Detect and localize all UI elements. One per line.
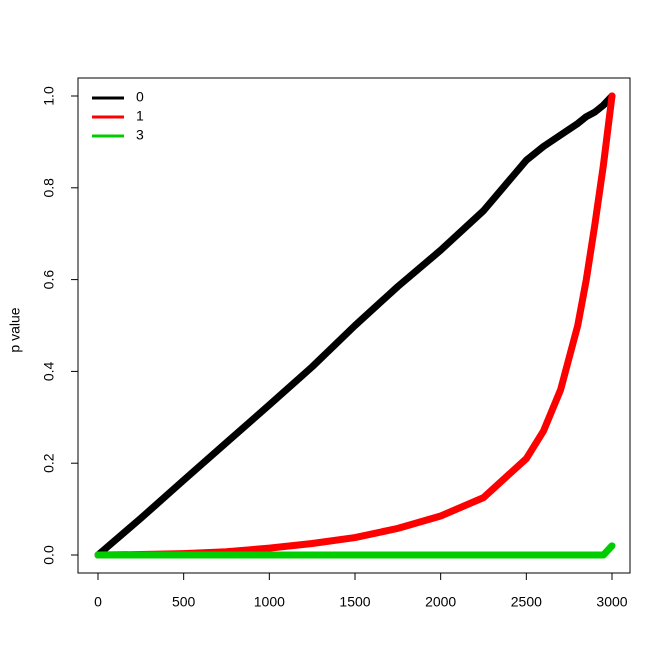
y-tick-label: 0.8 [41,178,57,198]
y-tick-label: 0.4 [41,361,57,381]
series-line [94,92,616,559]
y-axis-label: p value [7,307,23,352]
x-tick-label: 1500 [339,594,370,610]
x-tick-label: 3000 [596,594,627,610]
y-tick-label: 0.2 [41,453,57,473]
series-line [94,542,616,559]
x-tick-label: 500 [172,594,196,610]
y-tick-label: 0.6 [41,270,57,290]
y-tick-label: 0.0 [41,545,57,565]
y-tick-label: 1.0 [41,86,57,106]
x-tick-label: 1000 [254,594,285,610]
x-tick-label: 2500 [511,594,542,610]
legend-label: 0 [136,89,144,105]
legend-label: 1 [136,108,144,124]
x-tick-label: 0 [94,594,102,610]
x-tick-label: 2000 [425,594,456,610]
legend-label: 3 [136,127,144,143]
